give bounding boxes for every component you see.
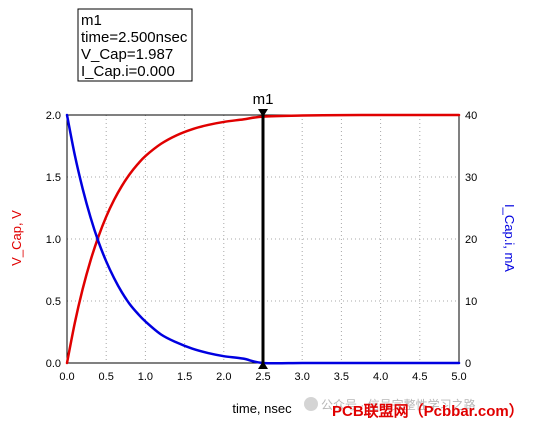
marker-readout-frame [77,8,193,82]
series-lines [65,113,461,365]
marker-arrow-top [258,109,268,117]
watermark-brand-text: PCB联盟网（Pcbbar.com） [332,402,524,420]
x-tick-label: 3.5 [334,371,349,383]
x-tick-label: 3.0 [295,371,310,383]
y-right-tick-label: 10 [465,296,477,308]
marker-readout-icap: I_Cap.i=0.000 [81,63,175,80]
x-tick-label: 0.5 [99,371,114,383]
marker-readout-name: m1 [81,12,102,29]
wechat-icon [304,397,318,411]
y-right-tick-label: 30 [465,172,477,184]
x-tick-label: 5.0 [451,371,466,383]
marker-readout-vcap: V_Cap=1.987 [81,46,173,63]
x-tick-label: 2.0 [216,371,231,383]
watermark: 公众号 · 信号完整性学习之路 PCB联盟网（Pcbbar.com） [304,397,524,420]
y-left-axis-ticks: 0.0 0.5 1.0 1.5 2.0 [46,110,61,370]
x-axis-label: time, nsec [232,401,292,416]
x-tick-label: 4.0 [373,371,388,383]
x-tick-label: 1.5 [177,371,192,383]
y-left-axis-label: V_Cap, V [9,210,24,266]
y-right-tick-label: 40 [465,110,477,122]
y-right-axis-label: I_Cap.i, mA [502,204,517,272]
y-left-tick-label: 1.0 [46,234,61,246]
marker-arrow-bottom [258,361,268,369]
y-right-tick-label: 0 [465,358,471,370]
y-left-tick-label: 0.5 [46,296,61,308]
series-line-v-cap [65,113,461,365]
marker-readout-time: time=2.500nsec [81,29,188,46]
x-tick-label: 4.5 [412,371,427,383]
y-left-tick-label: 1.5 [46,172,61,184]
y-right-axis-ticks: 0 10 20 30 40 [465,110,477,370]
x-tick-label: 0.0 [59,371,74,383]
y-right-tick-label: 20 [465,234,477,246]
x-tick-label: 1.0 [138,371,153,383]
y-left-tick-label: 0.0 [46,358,61,370]
x-axis-ticks: 0.0 0.5 1.0 1.5 2.0 2.5 3.0 3.5 4.0 4.5 5.0 [59,371,466,383]
y-left-tick-label: 2.0 [46,110,61,122]
series-line-i-cap-i [65,113,461,365]
watermark-wechat-text: 公众号 · 信号完整性学习之路 [321,397,476,412]
marker-label: m1 [253,91,274,108]
x-tick-label: 2.5 [255,371,270,383]
marker-m1[interactable]: m1 [253,91,274,369]
marker-readout-box[interactable]: m1 time=2.500nsec V_Cap=1.987 I_Cap.i=0.… [77,8,193,82]
